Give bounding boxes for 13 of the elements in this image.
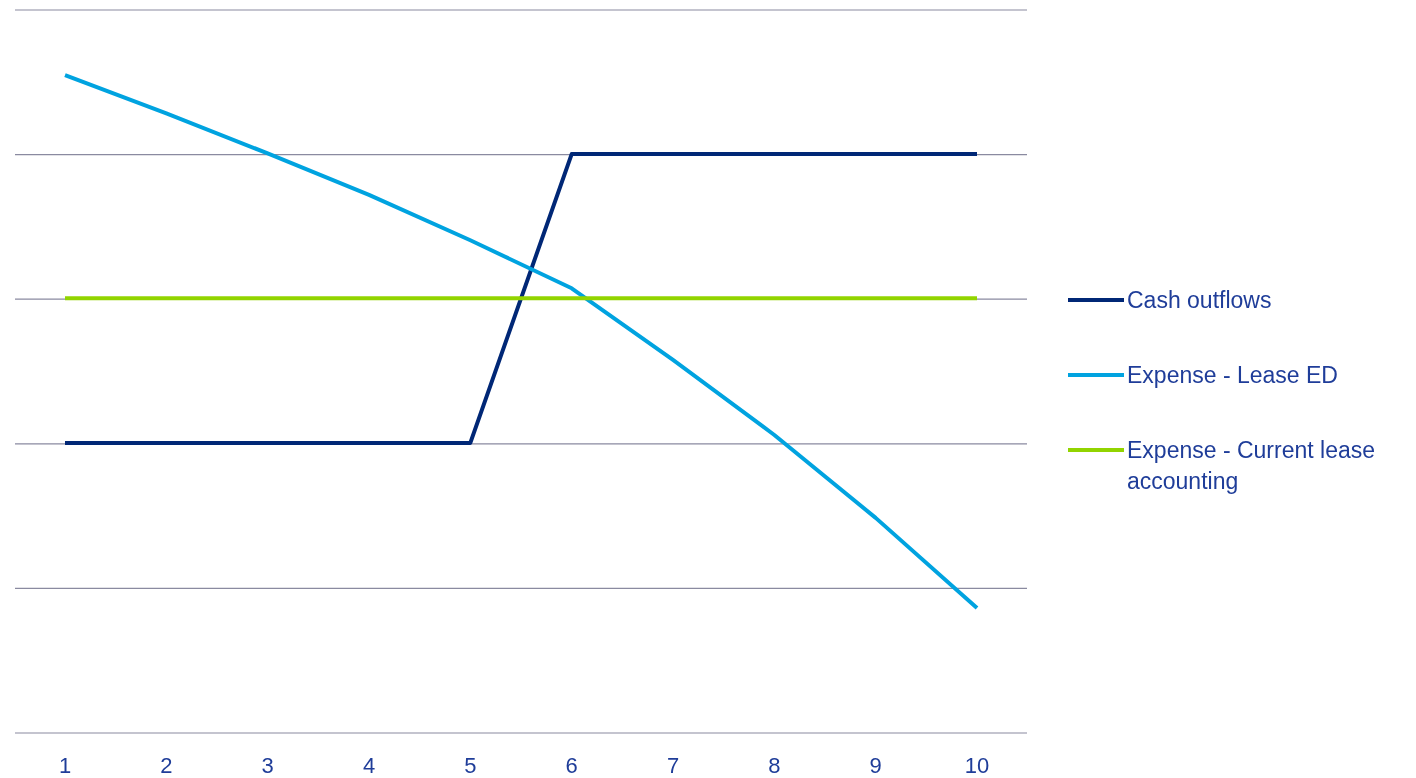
legend-label: Cash outflows <box>1127 287 1272 313</box>
x-tick-label: 4 <box>362 753 376 778</box>
x-tick-label: 8 <box>768 753 781 778</box>
x-tick-label: 2 <box>160 753 173 778</box>
x-tick-label: 1 <box>58 753 72 778</box>
x-tick-label: 7 <box>666 753 680 778</box>
x-tick-label: 3 <box>261 753 274 778</box>
x-tick-label: 5 <box>464 753 477 778</box>
legend-label: Expense - Current lease accounting <box>1127 437 1376 494</box>
x-tick-label: 9 <box>869 753 882 778</box>
x-tick-label: 10 <box>964 753 990 778</box>
legend-label: Expense - Lease ED <box>1127 362 1338 388</box>
x-tick-label: 6 <box>565 753 578 778</box>
